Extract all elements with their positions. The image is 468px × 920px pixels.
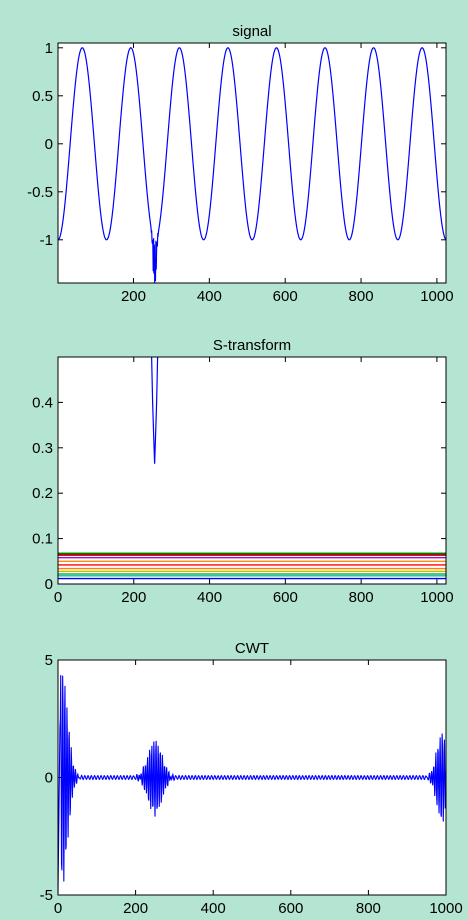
stransform-spike xyxy=(151,357,159,464)
x-tick-label: 0 xyxy=(54,589,62,606)
axes-frame xyxy=(57,356,447,585)
y-tick-label: 0.3 xyxy=(32,440,53,457)
x-tick-label: 1000 xyxy=(420,288,453,305)
axes-frame xyxy=(57,42,447,284)
x-tick-label: 800 xyxy=(356,900,381,917)
y-tick-label: 1 xyxy=(45,40,53,57)
cwt-series-line xyxy=(58,675,446,893)
s-transform-axes: S-transform 0 200 400 600 800 1000 0.4 0.3 0.2 0.1… xyxy=(32,337,453,606)
y-tick-label: 0 xyxy=(45,576,53,593)
y-tick-label: 0 xyxy=(45,136,53,153)
x-tick-label: 1000 xyxy=(429,900,462,917)
y-tick-label: 0 xyxy=(45,770,53,787)
signal-series-line xyxy=(58,47,446,282)
axes-frame xyxy=(57,659,447,896)
x-tick-label: 200 xyxy=(121,288,146,305)
x-tick-label: 600 xyxy=(278,900,303,917)
x-tick-label: 400 xyxy=(197,589,222,606)
x-tick-label: 200 xyxy=(123,900,148,917)
chart-title: S-transform xyxy=(213,337,291,354)
x-tick-label: 0 xyxy=(54,900,62,917)
y-tick-label: 0.5 xyxy=(32,88,53,105)
plot-area xyxy=(58,357,446,584)
y-tick-label: -1 xyxy=(40,232,53,249)
signal-axes: signal 200 400 600 800 1000 1 0.5 0 -0.5 -1 xyxy=(27,23,453,305)
y-tick-label: 0.2 xyxy=(32,485,53,502)
chart-title: signal xyxy=(232,23,271,40)
x-tick-label: 800 xyxy=(349,288,374,305)
y-tick-label: 0.4 xyxy=(32,394,53,411)
y-tick-label: 0.1 xyxy=(32,531,53,548)
x-tick-label: 600 xyxy=(273,288,298,305)
x-tick-label: 800 xyxy=(349,589,374,606)
y-tick-label: -0.5 xyxy=(27,184,53,201)
x-tick-label: 1000 xyxy=(420,589,453,606)
x-tick-label: 200 xyxy=(121,589,146,606)
y-tick-label: 5 xyxy=(45,652,53,669)
y-tick-label: -5 xyxy=(40,887,53,904)
chart-title: CWT xyxy=(235,640,269,657)
x-tick-label: 400 xyxy=(201,900,226,917)
plot-area xyxy=(58,43,446,283)
x-tick-label: 600 xyxy=(273,589,298,606)
x-tick-label: 400 xyxy=(197,288,222,305)
